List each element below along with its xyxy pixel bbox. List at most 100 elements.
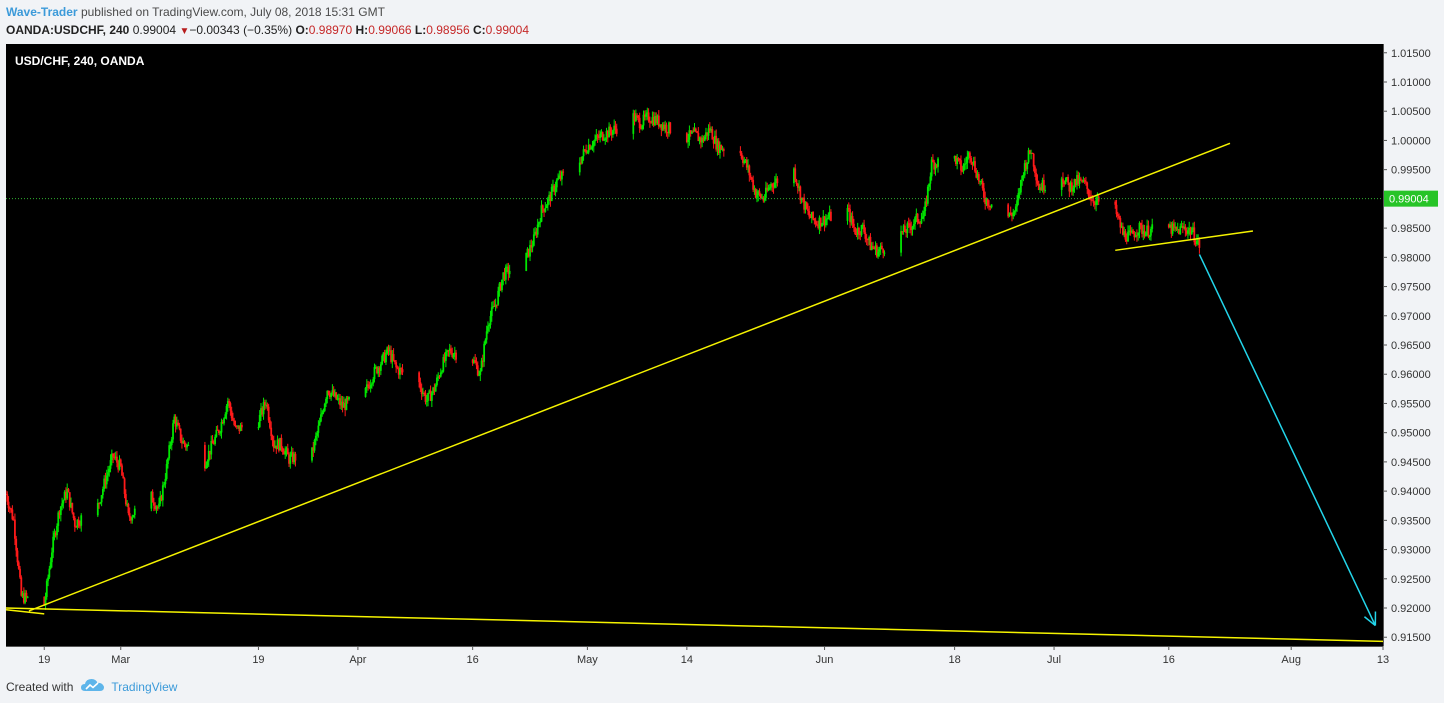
y-tick-label: 0.93000 bbox=[1391, 545, 1431, 557]
candle-body bbox=[642, 114, 645, 126]
candle-body bbox=[852, 223, 855, 228]
candle-body bbox=[399, 368, 401, 375]
candle-body bbox=[365, 384, 368, 388]
candle-body bbox=[663, 124, 665, 130]
candle-body bbox=[874, 245, 877, 250]
candle-body bbox=[452, 354, 455, 357]
candle-body bbox=[608, 126, 610, 138]
candle-body bbox=[970, 158, 973, 162]
candle-body bbox=[1134, 235, 1137, 238]
candle-body bbox=[632, 113, 635, 134]
candle-body bbox=[1085, 181, 1087, 183]
y-tick-label: 1.00500 bbox=[1391, 106, 1431, 118]
candle-body bbox=[929, 176, 932, 184]
candle-body bbox=[234, 424, 237, 427]
candle-body bbox=[271, 436, 274, 441]
candle-body bbox=[207, 450, 210, 462]
candle-body bbox=[1184, 226, 1187, 231]
candle-body bbox=[693, 128, 696, 132]
y-tick-label: 0.98000 bbox=[1391, 252, 1431, 264]
candle-body bbox=[958, 158, 961, 161]
candle-body bbox=[168, 445, 171, 459]
candle-body bbox=[925, 201, 928, 204]
candle-body bbox=[532, 234, 535, 246]
candle-body bbox=[490, 307, 493, 317]
candle-body bbox=[285, 448, 288, 451]
symbol-label: OANDA:USDCHF, 240 bbox=[6, 23, 130, 37]
chart-title: USD/CHF, 240, OANDA bbox=[15, 54, 145, 68]
author-link[interactable]: Wave-Trader bbox=[6, 5, 78, 19]
candle-body bbox=[183, 441, 186, 445]
price-chart[interactable]: USD/CHF, 240, OANDA 1.01500 1.01000 1.0050… bbox=[5, 44, 1438, 668]
candle-body bbox=[534, 231, 537, 235]
candle-body bbox=[1192, 227, 1194, 231]
candle-body bbox=[915, 213, 918, 218]
price-axis[interactable]: 1.01500 1.01000 1.00500 1.00000 0.99500 0.990… bbox=[1383, 44, 1438, 646]
candle-body bbox=[856, 227, 859, 235]
high-value: 0.99066 bbox=[368, 23, 412, 37]
candle-body bbox=[906, 223, 909, 233]
candle-body bbox=[1028, 150, 1031, 154]
candle-body bbox=[369, 384, 372, 389]
candle-body bbox=[1185, 230, 1188, 234]
candle-body bbox=[6, 494, 9, 502]
candle-body bbox=[448, 348, 451, 352]
candle-body bbox=[1147, 225, 1150, 237]
time-axis[interactable]: 19 Mar 19 Apr 16 May 14 Jun 18 Jul 16 Aug 13 bbox=[6, 646, 1389, 666]
candle-body bbox=[646, 112, 649, 114]
chart-area[interactable]: USD/CHF, 240, OANDA 1.01500 1.01000 1.0050… bbox=[5, 44, 1438, 668]
candle-body bbox=[499, 283, 502, 291]
last-price: 0.99004 bbox=[132, 23, 177, 37]
price-change: −0.00343 (−0.35%) bbox=[189, 23, 293, 37]
candle-body bbox=[703, 136, 706, 141]
candle-body bbox=[956, 158, 959, 165]
candle-body bbox=[492, 305, 494, 308]
candle-body bbox=[694, 128, 697, 132]
candle-body bbox=[235, 426, 238, 428]
candle-body bbox=[124, 494, 127, 505]
candle-body bbox=[395, 362, 398, 368]
y-tick-label: 0.92500 bbox=[1391, 574, 1431, 586]
candle-body bbox=[126, 503, 129, 505]
candle-body bbox=[376, 366, 378, 374]
candle-body bbox=[543, 209, 545, 212]
candle-body bbox=[487, 326, 489, 332]
candle-body bbox=[70, 502, 72, 508]
candle-body bbox=[1020, 179, 1022, 193]
candle-body bbox=[43, 596, 46, 606]
candle-body bbox=[814, 220, 817, 225]
tradingview-link[interactable]: TradingView bbox=[111, 679, 178, 694]
candle-body bbox=[1180, 226, 1183, 228]
candle-body bbox=[847, 208, 850, 210]
candle-body bbox=[150, 491, 153, 509]
candle-body bbox=[647, 112, 650, 122]
candle-body bbox=[206, 461, 209, 466]
drawings-group bbox=[5, 142, 1384, 643]
candle-body bbox=[742, 158, 744, 163]
candle-body bbox=[165, 464, 168, 479]
candle-body bbox=[558, 175, 561, 179]
candle-body bbox=[8, 508, 11, 510]
x-tick-label: 19 bbox=[252, 654, 264, 666]
candle-body bbox=[286, 448, 289, 455]
candle-body bbox=[175, 422, 178, 427]
plot-background[interactable] bbox=[6, 44, 1383, 646]
candle-body bbox=[313, 440, 316, 451]
published-text: published on TradingView.com, July 08, 2… bbox=[80, 5, 385, 19]
candle-body bbox=[698, 137, 701, 142]
candle-body bbox=[100, 495, 103, 503]
candle-body bbox=[1044, 189, 1047, 191]
candle-body bbox=[1031, 152, 1034, 154]
candle-body bbox=[174, 416, 177, 427]
candle-body bbox=[1065, 177, 1068, 181]
candle-body bbox=[75, 526, 78, 528]
candle-body bbox=[428, 390, 431, 394]
candle-body bbox=[238, 425, 241, 432]
candle-body bbox=[119, 459, 122, 466]
candle-body bbox=[549, 194, 552, 202]
candle-body bbox=[342, 402, 345, 408]
candle-body bbox=[66, 489, 69, 499]
candle-body bbox=[966, 156, 969, 163]
candle-body bbox=[1091, 200, 1094, 202]
candle-body bbox=[1181, 226, 1184, 229]
